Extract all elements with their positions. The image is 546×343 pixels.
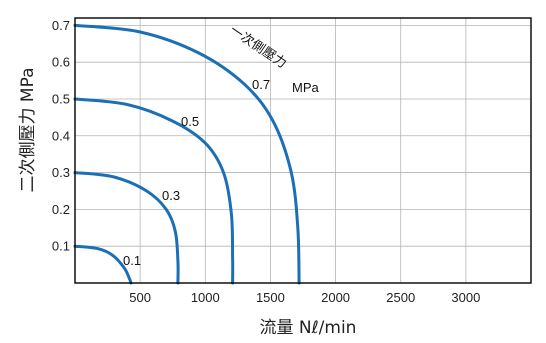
y-tick-label-0.2: 0.2: [52, 202, 70, 217]
x-tick-label-500: 500: [129, 290, 151, 305]
y-tick-label-0.1: 0.1: [52, 239, 70, 254]
curve-label-0.7: 0.7: [252, 77, 270, 92]
curve-unit-label: MPa: [292, 80, 320, 95]
x-tick-label-3000: 3000: [451, 290, 480, 305]
curve-label-0.3: 0.3: [162, 188, 180, 203]
curve-label-0.1: 0.1: [123, 253, 141, 268]
y-tick-label-0.6: 0.6: [52, 55, 70, 70]
x-tick-label-1000: 1000: [191, 290, 220, 305]
primary-pressure-label: 一次側壓力: [227, 22, 289, 71]
x-tick-label-1500: 1500: [256, 290, 285, 305]
y-tick-label-0.5: 0.5: [52, 91, 70, 106]
series-curves: [73, 23, 301, 285]
plot-frame: [74, 17, 532, 284]
grid-lines: [75, 18, 531, 283]
curve-0.3-mpa: [73, 171, 180, 285]
x-tick-label-2000: 2000: [321, 290, 350, 305]
y-axis-label: 二次側壓力 MPa: [18, 68, 38, 193]
curve-0.7-mpa: [73, 23, 301, 285]
curve-label-0.5: 0.5: [181, 114, 199, 129]
y-tick-label-0.3: 0.3: [52, 165, 70, 180]
tick-labels: 500 1000 1500 2000 2500 30000.10.20.30.40.50.…: [52, 18, 480, 305]
y-tick-label-0.4: 0.4: [52, 128, 70, 143]
x-tick-label-2500: 2500: [386, 290, 415, 305]
y-tick-label-0.7: 0.7: [52, 18, 70, 33]
curve-0.1-mpa: [73, 244, 133, 285]
x-axis-label: 流量 Nℓ/min: [260, 318, 357, 338]
curve-0.5-mpa: [73, 97, 235, 285]
